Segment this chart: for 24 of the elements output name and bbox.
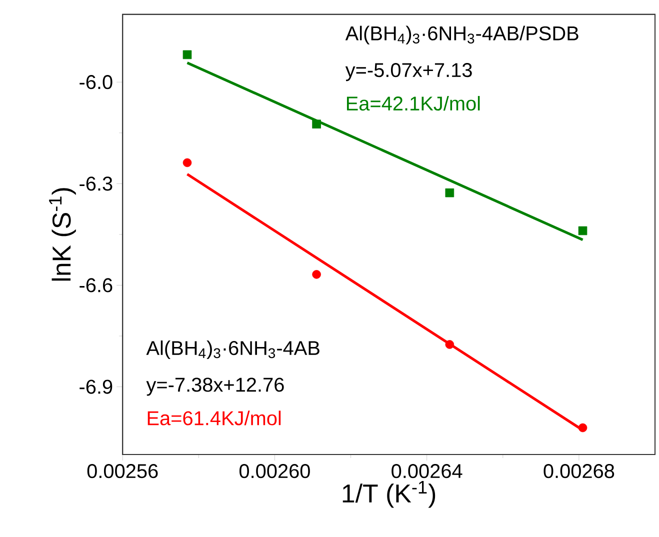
- x-tick-label: 0.00268: [544, 464, 614, 478]
- x-axis-title: 1/T (K$^{-1}$): [342, 480, 436, 508]
- y-axis-title: lnK (S$^{-1}$): [49, 188, 76, 281]
- point: [182, 158, 192, 168]
- y-tick-label: -6.3: [80, 176, 112, 191]
- annotation: Ea=61.4KJ/mol: [148, 410, 281, 426]
- annotation: Al(BH$_{4}$)$_{3}$·6NH$_{3}$-4AB/PSDB: [345, 26, 578, 44]
- point: [578, 423, 588, 432]
- annotation: Al(BH$_{4}$)$_{3}$·6NH$_{3}$-4AB: [146, 340, 320, 360]
- point: [578, 226, 588, 236]
- point: [312, 270, 321, 279]
- point: [182, 50, 192, 60]
- x-tick-label: 0.00264: [392, 464, 462, 478]
- y-tick-label: -6.9: [80, 380, 112, 394]
- point: [312, 120, 321, 128]
- point: [445, 188, 454, 198]
- y-tick-label: -6.6: [80, 278, 112, 292]
- x-tick-label: 0.00260: [239, 464, 310, 478]
- point: [445, 340, 454, 349]
- x-tick-label: 0.00256: [87, 464, 158, 478]
- annotation: y=-5.07x+7.13: [345, 63, 472, 82]
- y-tick-label: -6.0: [80, 75, 112, 90]
- annotation: y=-7.38x+12.76: [146, 378, 284, 396]
- annotation: Ea=42.1KJ/mol: [346, 96, 480, 111]
